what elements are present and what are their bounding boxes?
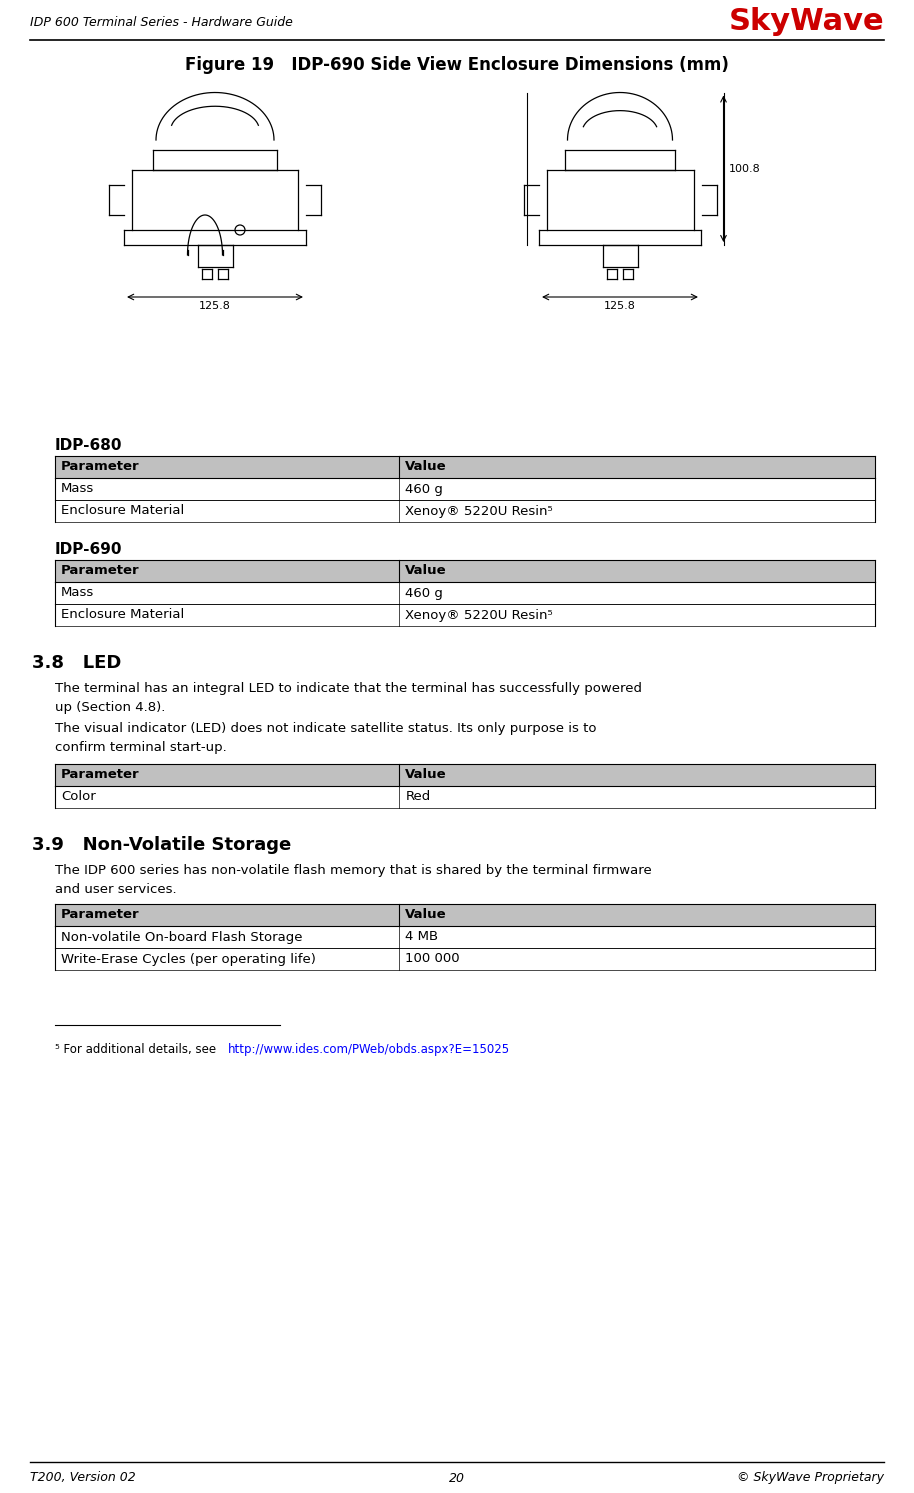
Text: Figure 19   IDP-690 Side View Enclosure Dimensions (mm): Figure 19 IDP-690 Side View Enclosure Di… — [185, 57, 729, 75]
Text: Mass: Mass — [61, 482, 94, 496]
FancyBboxPatch shape — [55, 582, 875, 605]
Text: Parameter: Parameter — [61, 564, 140, 578]
Text: SkyWave: SkyWave — [728, 7, 884, 36]
FancyBboxPatch shape — [55, 785, 875, 808]
Text: Color: Color — [61, 790, 96, 803]
Text: Value: Value — [406, 909, 447, 921]
Text: 125.8: 125.8 — [199, 302, 231, 311]
Text: IDP-690: IDP-690 — [55, 542, 122, 557]
FancyBboxPatch shape — [55, 903, 875, 926]
Text: Write-Erase Cycles (per operating life): Write-Erase Cycles (per operating life) — [61, 953, 316, 966]
Text: 100.8: 100.8 — [728, 164, 760, 173]
Text: 20: 20 — [449, 1472, 465, 1484]
FancyBboxPatch shape — [55, 764, 875, 785]
Text: Red: Red — [406, 790, 430, 803]
Text: Xenoy® 5220U Resin⁵: Xenoy® 5220U Resin⁵ — [406, 609, 553, 621]
Text: IDP 600 Terminal Series - Hardware Guide: IDP 600 Terminal Series - Hardware Guide — [30, 15, 292, 28]
FancyBboxPatch shape — [55, 948, 875, 970]
Text: 3.9   Non-Volatile Storage: 3.9 Non-Volatile Storage — [32, 836, 292, 854]
Text: 460 g: 460 g — [406, 587, 443, 600]
Text: © SkyWave Proprietary: © SkyWave Proprietary — [737, 1472, 884, 1484]
Text: Parameter: Parameter — [61, 909, 140, 921]
Text: Non-volatile On-board Flash Storage: Non-volatile On-board Flash Storage — [61, 930, 303, 944]
Text: Enclosure Material: Enclosure Material — [61, 505, 185, 518]
Text: The visual indicator (LED) does not indicate satellite status. Its only purpose : The visual indicator (LED) does not indi… — [55, 723, 597, 754]
Text: 3.8   LED: 3.8 LED — [32, 654, 122, 672]
Text: Parameter: Parameter — [61, 460, 140, 473]
Text: 4 MB: 4 MB — [406, 930, 439, 944]
Text: The IDP 600 series has non-volatile flash memory that is shared by the terminal : The IDP 600 series has non-volatile flas… — [55, 864, 652, 896]
FancyBboxPatch shape — [55, 478, 875, 500]
Text: IDP-680: IDP-680 — [55, 437, 122, 452]
FancyBboxPatch shape — [55, 560, 875, 582]
Text: Xenoy® 5220U Resin⁵: Xenoy® 5220U Resin⁵ — [406, 505, 553, 518]
FancyBboxPatch shape — [55, 455, 875, 478]
Text: Mass: Mass — [61, 587, 94, 600]
Text: Enclosure Material: Enclosure Material — [61, 609, 185, 621]
Text: The terminal has an integral LED to indicate that the terminal has successfully : The terminal has an integral LED to indi… — [55, 682, 642, 714]
Text: Value: Value — [406, 769, 447, 781]
Text: http://www.ides.com/PWeb/obds.aspx?E=15025: http://www.ides.com/PWeb/obds.aspx?E=150… — [228, 1044, 510, 1056]
Text: ⁵ For additional details, see: ⁵ For additional details, see — [55, 1044, 220, 1056]
Text: T200, Version 02: T200, Version 02 — [30, 1472, 136, 1484]
Text: 125.8: 125.8 — [604, 302, 636, 311]
Text: 100 000: 100 000 — [406, 953, 460, 966]
Text: Parameter: Parameter — [61, 769, 140, 781]
FancyBboxPatch shape — [55, 926, 875, 948]
Text: Value: Value — [406, 564, 447, 578]
FancyBboxPatch shape — [55, 605, 875, 626]
Text: Value: Value — [406, 460, 447, 473]
FancyBboxPatch shape — [55, 500, 875, 523]
Text: 460 g: 460 g — [406, 482, 443, 496]
